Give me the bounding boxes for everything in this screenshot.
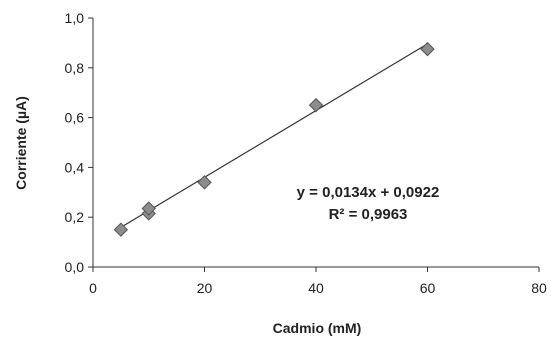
data-point-diamond <box>420 41 435 57</box>
y-axis-title: Corriente (µA) <box>13 96 29 190</box>
trendline-equation: y = 0,0134x + 0,0922 <box>297 184 440 201</box>
x-tick-label: 80 <box>531 280 547 296</box>
y-tick-label: 0,4 <box>65 159 85 175</box>
r-squared-label: R² = 0,9963 <box>329 206 408 223</box>
x-tick-label: 20 <box>197 280 213 296</box>
x-axis-ticks: 0 20 40 60 80 <box>89 267 547 296</box>
y-tick-label: 0,0 <box>65 259 85 275</box>
x-tick-label: 0 <box>89 280 97 296</box>
data-point-diamond <box>113 222 129 237</box>
x-tick-label: 40 <box>308 280 324 296</box>
y-tick-label: 0,8 <box>65 60 85 76</box>
data-point-diamond <box>197 175 212 190</box>
trendline <box>120 43 428 228</box>
data-point-diamond <box>308 97 324 113</box>
y-tick-label: 1,0 <box>65 10 85 26</box>
y-tick-label: 0,6 <box>65 110 85 126</box>
x-axis-title: Cadmio (mM) <box>273 320 362 336</box>
x-tick-label: 60 <box>420 280 436 296</box>
y-tick-label: 0,2 <box>65 209 85 225</box>
axes <box>92 18 539 268</box>
data-point-diamond <box>141 201 156 216</box>
data-points <box>113 41 435 237</box>
y-axis-ticks: 0,0 0,2 0,4 0,6 0,8 1,0 <box>65 10 93 275</box>
